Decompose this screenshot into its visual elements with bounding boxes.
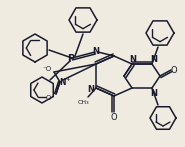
Text: N: N (130, 55, 137, 64)
Text: N: N (92, 46, 100, 56)
Text: P: P (68, 54, 75, 64)
Text: N: N (60, 77, 66, 86)
Text: O: O (45, 95, 51, 101)
Text: CH₃: CH₃ (77, 100, 89, 105)
Text: +: + (66, 76, 70, 81)
Text: N: N (151, 55, 157, 64)
Text: N: N (151, 88, 157, 97)
Text: N: N (88, 85, 95, 93)
Text: O: O (171, 66, 177, 75)
Text: ⁻O: ⁻O (42, 66, 52, 72)
Text: O: O (111, 112, 117, 122)
